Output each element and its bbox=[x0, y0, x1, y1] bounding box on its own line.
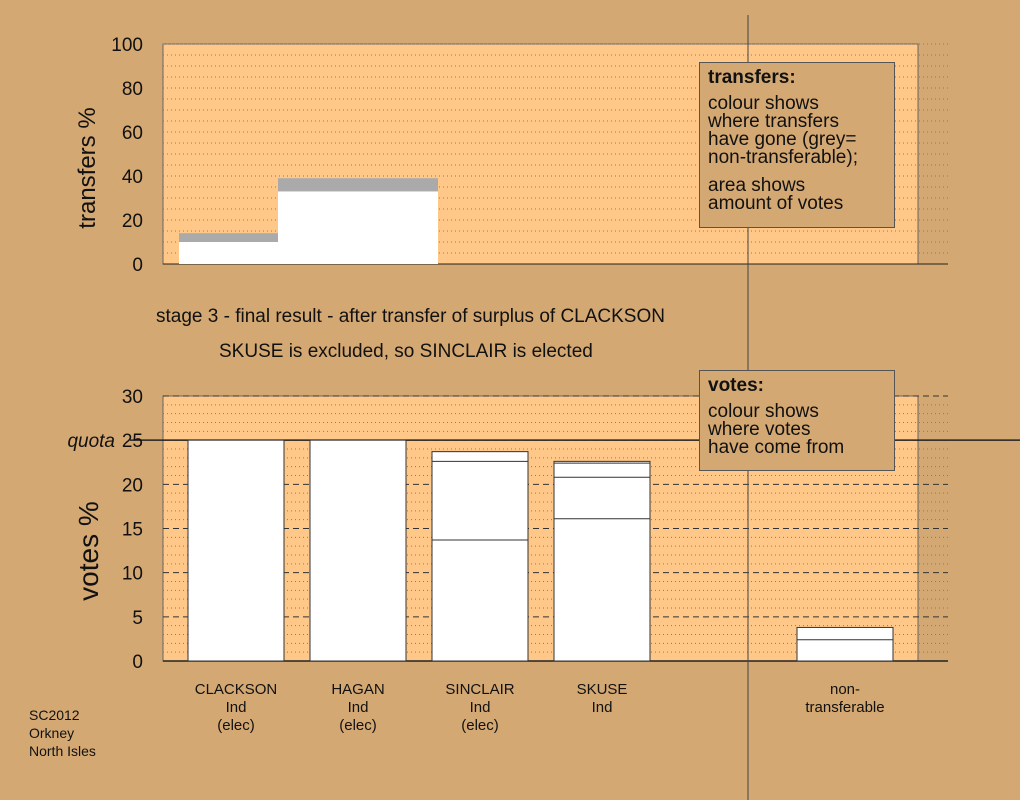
transfers-tick-label: 60 bbox=[122, 123, 143, 144]
stage-caption: stage 3 - final result - after transfer … bbox=[156, 306, 665, 327]
vote-bar bbox=[796, 626, 894, 662]
transfers-tick-label: 20 bbox=[122, 211, 143, 232]
candidate-label: Ind bbox=[226, 699, 247, 716]
candidate-label: transferable bbox=[805, 699, 884, 716]
transfer-bar-2-segment bbox=[278, 191, 438, 264]
candidate-label: non- bbox=[830, 681, 860, 698]
votes-legend-line: have come from bbox=[708, 437, 845, 458]
votes-tick-label: 30 bbox=[122, 387, 143, 408]
vote-bar bbox=[187, 439, 285, 662]
transfers-y-label: transfers % bbox=[74, 107, 101, 228]
transfers-legend-line: amount of votes bbox=[708, 193, 844, 214]
candidate-label: Ind bbox=[592, 699, 613, 716]
footer-line: SC2012 bbox=[29, 707, 80, 723]
transfers-tick-label: 80 bbox=[122, 79, 143, 100]
footer-note: SC2012 Orkney North Isles bbox=[29, 706, 96, 760]
candidate-label: (elec) bbox=[339, 717, 377, 734]
votes-tick-label: 5 bbox=[132, 608, 143, 629]
vote-bar bbox=[431, 451, 529, 662]
candidate-label: (elec) bbox=[217, 717, 255, 734]
candidate-label: SINCLAIR bbox=[445, 681, 514, 698]
transfers-legend: transfers: colour shows where transfers … bbox=[699, 62, 895, 228]
transfers-legend-line: colour shows bbox=[708, 93, 819, 114]
candidate-label: SKUSE bbox=[577, 681, 628, 698]
transfers-legend-line: non-transferable); bbox=[708, 147, 858, 168]
votes-legend-title: votes: bbox=[708, 375, 764, 396]
quota-label: quota bbox=[67, 431, 115, 452]
transfers-tick-label: 40 bbox=[122, 167, 143, 188]
transfers-legend-line: where transfers bbox=[708, 111, 839, 132]
votes-tick-label: 20 bbox=[122, 475, 143, 496]
candidate-label: HAGAN bbox=[331, 681, 384, 698]
footer-line: Orkney bbox=[29, 725, 75, 741]
transfer-bar-1-segment bbox=[179, 233, 293, 242]
votes-tick-label: 15 bbox=[122, 520, 143, 541]
outcome-caption: SKUSE is excluded, so SINCLAIR is electe… bbox=[219, 341, 593, 362]
vote-bar bbox=[309, 439, 407, 662]
transfers-tick-label: 100 bbox=[111, 35, 143, 56]
transfer-bar-2-segment bbox=[278, 178, 438, 192]
votes-legend: votes: colour shows where votes have com… bbox=[699, 370, 895, 471]
transfers-legend-line: have gone (grey= bbox=[708, 129, 857, 150]
transfers-legend-title: transfers: bbox=[708, 67, 796, 88]
footer-line: North Isles bbox=[29, 743, 96, 759]
votes-tick-label: 0 bbox=[132, 652, 143, 673]
transfers-legend-line: area shows bbox=[708, 175, 806, 196]
vote-bar bbox=[553, 460, 651, 662]
candidate-label: CLACKSON bbox=[195, 681, 278, 698]
candidate-label: (elec) bbox=[461, 717, 499, 734]
candidate-label: Ind bbox=[470, 699, 491, 716]
votes-tick-label: 25 bbox=[122, 431, 143, 452]
transfer-bar-1-segment bbox=[179, 242, 293, 264]
votes-legend-line: colour shows bbox=[708, 401, 819, 422]
votes-tick-label: 10 bbox=[122, 564, 143, 585]
votes-legend-line: where votes bbox=[708, 419, 811, 440]
transfers-tick-label: 0 bbox=[132, 255, 143, 276]
votes-y-label: votes % bbox=[73, 501, 104, 601]
candidate-label: Ind bbox=[348, 699, 369, 716]
